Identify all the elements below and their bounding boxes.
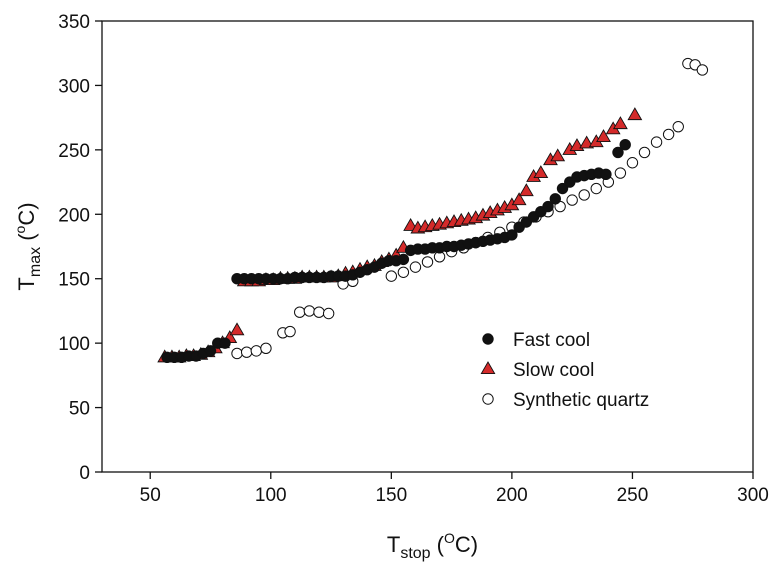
legend-label: Fast cool: [513, 330, 590, 351]
data-point: [650, 136, 663, 148]
data-point: [511, 192, 527, 206]
data-point: [219, 337, 231, 349]
legend-item: Fast cool: [482, 330, 590, 351]
data-point: [696, 64, 709, 76]
data-point: [284, 325, 296, 338]
y-tick-label: 100: [58, 334, 90, 355]
y-axis: 0 50 100 150 200 250 300 350: [58, 12, 102, 484]
data-point: [579, 135, 595, 149]
data-point: [627, 107, 643, 121]
data-point: [397, 266, 410, 278]
plot-area: [101, 20, 754, 473]
data-point: [596, 129, 611, 142]
data-point: [250, 345, 263, 357]
data-point: [506, 229, 518, 241]
data-point: [619, 139, 631, 151]
data-point: [542, 200, 554, 213]
legend-marker: [482, 333, 494, 345]
legend-item: Slow cool: [480, 360, 594, 381]
x-tick-label: 100: [255, 485, 287, 506]
data-point: [600, 168, 612, 181]
data-point: [614, 167, 627, 179]
x-tick-label: 50: [140, 485, 161, 506]
y-axis-title: Tmax (oC): [12, 202, 44, 290]
legend: Fast cool Slow cool Synthetic quartz: [480, 330, 649, 411]
data-point: [240, 346, 253, 358]
legend-marker: [482, 393, 494, 405]
y-tick-label: 300: [58, 76, 90, 97]
data-points: [157, 57, 709, 364]
data-point: [385, 270, 398, 282]
y-tick-label: 0: [79, 463, 90, 484]
legend-label: Slow cool: [513, 360, 594, 381]
data-point: [518, 183, 534, 197]
x-tick-label: 200: [496, 485, 528, 506]
data-point: [409, 261, 422, 273]
data-point: [260, 342, 272, 354]
data-point: [590, 182, 602, 195]
data-point: [626, 157, 639, 169]
data-point: [578, 189, 590, 201]
data-point: [533, 165, 549, 179]
data-point: [421, 256, 434, 268]
data-point: [294, 306, 306, 318]
y-tick-label: 200: [58, 205, 90, 226]
x-tick-label: 150: [375, 485, 407, 506]
x-tick-label: 300: [737, 485, 769, 506]
x-tick-label: 250: [617, 485, 649, 506]
data-point: [672, 120, 684, 133]
data-point: [204, 345, 217, 357]
legend-marker: [480, 361, 496, 374]
data-point: [612, 116, 628, 130]
y-tick-label: 250: [58, 141, 90, 162]
x-axis: 50 100 150 200 250 300: [140, 472, 769, 506]
data-point: [549, 193, 561, 205]
y-tick-label: 50: [69, 399, 90, 420]
data-point: [550, 148, 566, 162]
x-axis-title: Tstop (OC): [387, 530, 478, 562]
data-point: [397, 253, 410, 266]
data-point: [303, 305, 316, 317]
series-fast-cool: [161, 139, 631, 364]
legend-label: Synthetic quartz: [513, 390, 649, 411]
data-point: [231, 347, 243, 360]
data-point: [638, 146, 651, 159]
series-slow-cool: [157, 107, 643, 363]
y-tick-label: 350: [58, 12, 90, 33]
data-point: [662, 128, 675, 141]
data-point: [322, 307, 335, 320]
plot-border: [101, 20, 754, 473]
legend-item: Synthetic quartz: [482, 390, 649, 411]
data-point: [566, 194, 578, 206]
data-point: [612, 146, 624, 159]
data-point: [313, 306, 325, 318]
data-point: [556, 182, 569, 195]
y-tick-label: 150: [58, 270, 90, 291]
series-synthetic-quartz: [231, 57, 709, 360]
data-point: [229, 322, 245, 336]
